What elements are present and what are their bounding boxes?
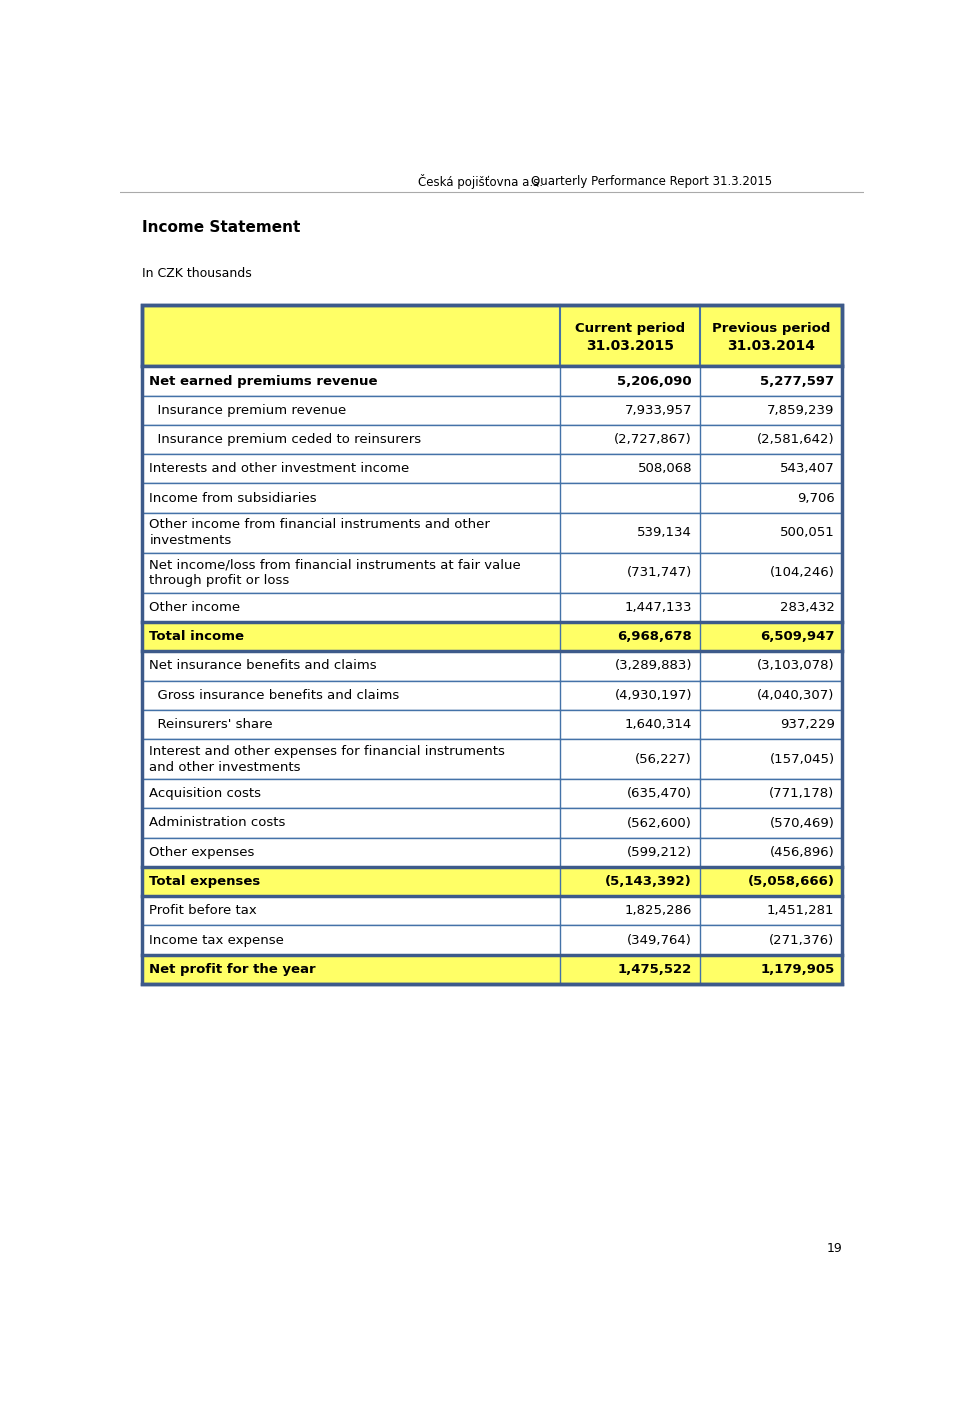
Bar [142,305,842,367]
Text: 31.03.2015: 31.03.2015 [586,339,674,353]
Text: 543,407: 543,407 [780,462,834,475]
Text: Quarterly Performance Report 31.3.2015: Quarterly Performance Report 31.3.2015 [531,176,772,188]
Text: Other income: Other income [150,601,241,614]
Text: (2,581,642): (2,581,642) [756,434,834,446]
Text: (56,227): (56,227) [636,752,692,765]
Text: Income from subsidiaries: Income from subsidiaries [150,492,317,504]
Text: Česká pojišťovna a.s.: Česká pojišťovna a.s. [419,174,543,188]
Text: and other investments: and other investments [150,761,300,774]
Text: 283,432: 283,432 [780,601,834,614]
Bar [142,513,842,553]
Bar [142,710,842,740]
Text: Interests and other investment income: Interests and other investment income [150,462,410,475]
Text: (562,600): (562,600) [627,816,692,829]
Text: (570,469): (570,469) [770,816,834,829]
Text: 9,706: 9,706 [797,492,834,504]
Text: investments: investments [150,534,231,547]
Text: 500,051: 500,051 [780,526,834,540]
Text: 1,475,522: 1,475,522 [617,962,692,976]
Text: 1,447,133: 1,447,133 [624,601,692,614]
Text: (3,103,078): (3,103,078) [756,659,834,673]
Text: (771,178): (771,178) [769,788,834,801]
Text: 508,068: 508,068 [637,462,692,475]
Text: 5,206,090: 5,206,090 [617,374,692,387]
Text: Acquisition costs: Acquisition costs [150,788,261,801]
Text: 1,640,314: 1,640,314 [625,718,692,731]
Text: Other expenses: Other expenses [150,846,254,859]
Bar [142,779,842,808]
Text: Administration costs: Administration costs [150,816,286,829]
Text: (599,212): (599,212) [627,846,692,859]
Text: Insurance premium ceded to reinsurers: Insurance premium ceded to reinsurers [150,434,421,446]
Text: 1,179,905: 1,179,905 [760,962,834,976]
Bar [142,395,842,425]
Text: (635,470): (635,470) [627,788,692,801]
Bar [142,425,842,455]
Text: (5,143,392): (5,143,392) [605,876,692,888]
Text: Total income: Total income [150,631,245,643]
Text: 19: 19 [827,1241,842,1254]
Text: 937,229: 937,229 [780,718,834,731]
Bar [142,455,842,483]
Text: In CZK thousands: In CZK thousands [142,268,252,281]
Text: Net earned premiums revenue: Net earned premiums revenue [150,374,378,387]
Text: (5,058,666): (5,058,666) [748,876,834,888]
Text: 5,277,597: 5,277,597 [760,374,834,387]
Text: Income tax expense: Income tax expense [150,934,284,947]
Text: Income Statement: Income Statement [142,220,300,235]
Text: Net insurance benefits and claims: Net insurance benefits and claims [150,659,377,673]
Text: Other income from financial instruments and other: Other income from financial instruments … [150,519,491,531]
Bar [142,925,842,955]
Text: Profit before tax: Profit before tax [150,904,257,917]
Text: Previous period: Previous period [711,322,830,334]
Bar [142,896,842,925]
Bar [142,652,842,680]
Text: Interest and other expenses for financial instruments: Interest and other expenses for financia… [150,744,505,758]
Text: 7,859,239: 7,859,239 [767,404,834,417]
Bar [142,553,842,592]
Text: (456,896): (456,896) [770,846,834,859]
Text: 6,968,678: 6,968,678 [617,631,692,643]
Bar [142,305,842,983]
Text: Net profit for the year: Net profit for the year [150,962,316,976]
Text: (2,727,867): (2,727,867) [614,434,692,446]
Text: (3,289,883): (3,289,883) [614,659,692,673]
Text: 31.03.2014: 31.03.2014 [727,339,815,353]
Text: 1,825,286: 1,825,286 [625,904,692,917]
Text: (271,376): (271,376) [769,934,834,947]
Text: (4,930,197): (4,930,197) [614,689,692,701]
Bar [142,680,842,710]
Text: Current period: Current period [575,322,685,334]
Text: Insurance premium revenue: Insurance premium revenue [150,404,347,417]
Text: 1,451,281: 1,451,281 [767,904,834,917]
Bar [142,955,842,983]
Bar [142,622,842,652]
Text: (157,045): (157,045) [769,752,834,765]
Bar [142,367,842,395]
Bar [142,592,842,622]
Text: Gross insurance benefits and claims: Gross insurance benefits and claims [150,689,399,701]
Bar [142,867,842,896]
Text: (4,040,307): (4,040,307) [757,689,834,701]
Text: Reinsurers' share: Reinsurers' share [150,718,273,731]
Text: 7,933,957: 7,933,957 [624,404,692,417]
Text: through profit or loss: through profit or loss [150,574,290,587]
Bar [142,483,842,513]
Text: 6,509,947: 6,509,947 [760,631,834,643]
Text: (104,246): (104,246) [770,567,834,580]
Text: 539,134: 539,134 [637,526,692,540]
Text: Net income/loss from financial instruments at fair value: Net income/loss from financial instrumen… [150,558,521,571]
Bar [142,808,842,837]
Bar [142,740,842,779]
Bar [142,837,842,867]
Text: (349,764): (349,764) [627,934,692,947]
Text: (731,747): (731,747) [627,567,692,580]
Text: Total expenses: Total expenses [150,876,261,888]
